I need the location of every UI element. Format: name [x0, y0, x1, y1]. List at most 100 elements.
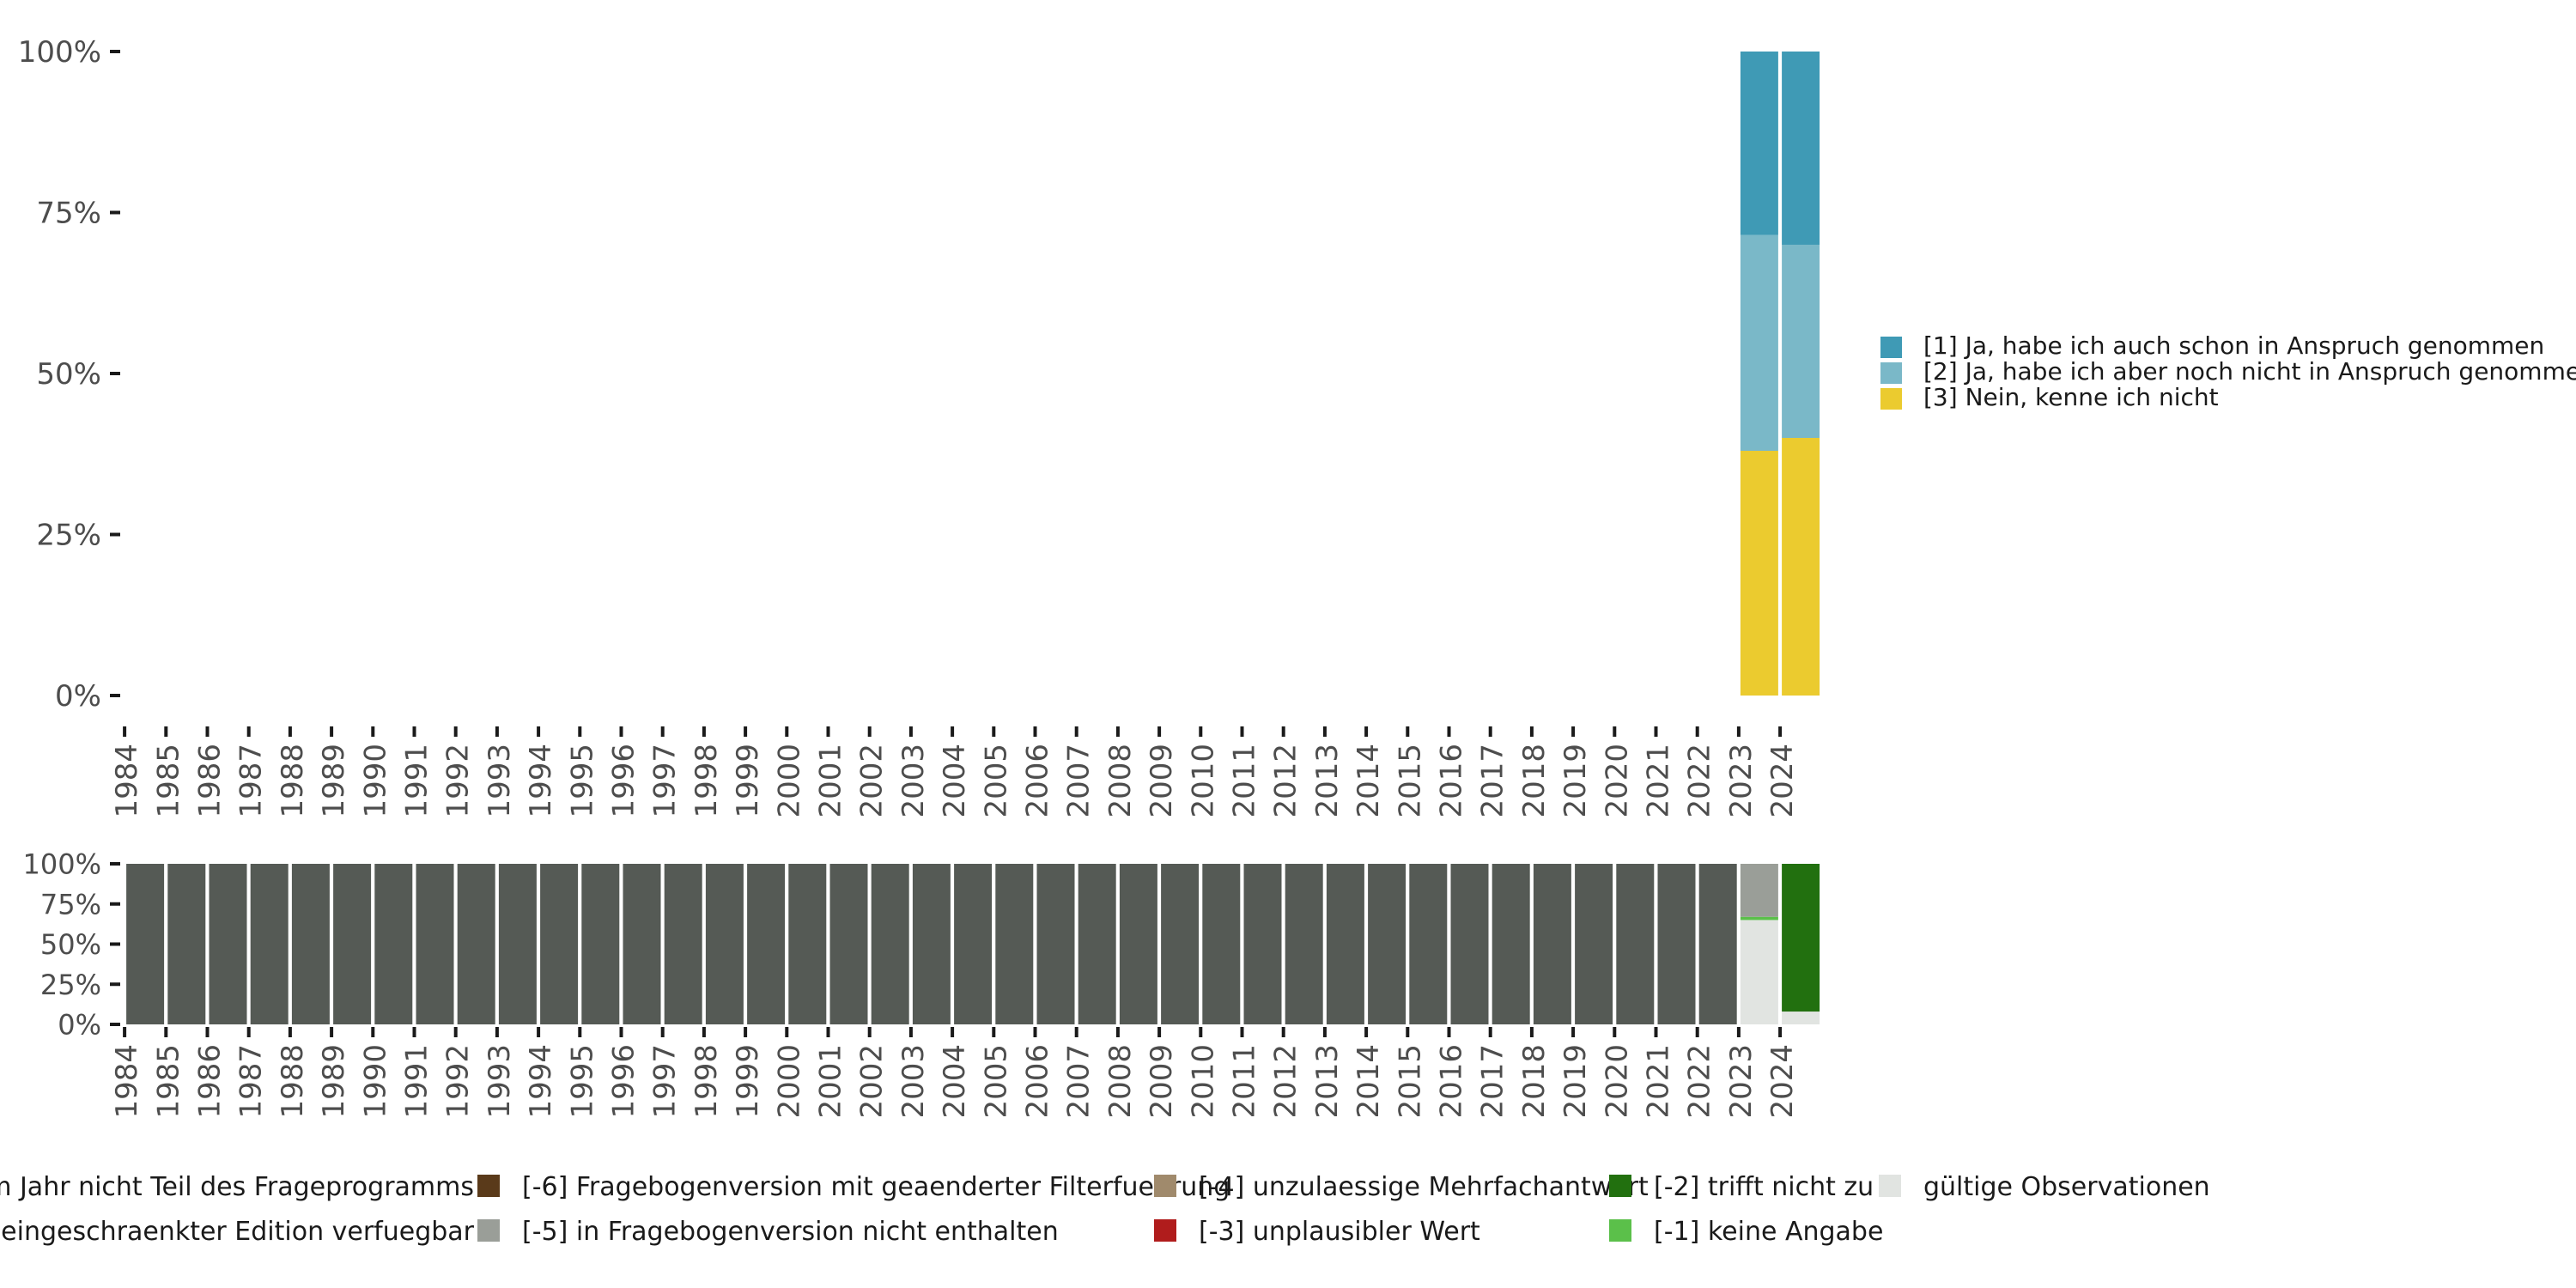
top-x-tick-label: 2022 — [1683, 744, 1717, 818]
top-bar-segment — [1740, 234, 1778, 451]
bottom-x-tick-label: 1994 — [524, 1044, 558, 1119]
bottom-bar-segment — [1161, 864, 1200, 1024]
top-bar-segment — [1740, 451, 1778, 696]
bottom-x-tick-label: 1987 — [234, 1044, 269, 1119]
bottom-bar-segment — [1533, 864, 1571, 1024]
top-x-tick-label: 2017 — [1476, 744, 1510, 818]
bottom-bar-segment — [995, 864, 1034, 1024]
top-x-tick-label: 2000 — [772, 744, 806, 818]
bottom-x-tick-label: 1984 — [110, 1044, 144, 1119]
bottom-x-tick-label: 2024 — [1765, 1044, 1800, 1119]
top-x-tick-label: 1994 — [524, 744, 558, 818]
bottom-x-tick-label: 1995 — [565, 1044, 599, 1119]
top-x-tick-label: 1998 — [690, 744, 724, 818]
bottom-legend-swatch — [1609, 1219, 1631, 1242]
top-x-tick-label: 2019 — [1558, 744, 1593, 818]
top-x-tick-label: 2006 — [1021, 744, 1055, 818]
top-legend: [1] Ja, habe ich auch schon in Anspruch … — [1880, 331, 2576, 411]
bottom-x-tick-label: 2018 — [1517, 1044, 1552, 1119]
top-x-tick-label: 1986 — [193, 744, 228, 818]
bottom-bar-segment — [664, 864, 702, 1024]
top-bar-segment — [1782, 52, 1820, 245]
top-x-tick-label: 2002 — [855, 744, 890, 818]
bottom-legend-swatch — [1154, 1219, 1176, 1242]
bottom-bar-segment — [1326, 864, 1364, 1024]
bottom-legend-swatch — [1154, 1175, 1176, 1197]
bottom-bar-segment — [1243, 864, 1282, 1024]
top-x-tick-label: 2014 — [1352, 744, 1386, 818]
bottom-legend-label: [-2] trifft nicht zu — [1654, 1172, 1874, 1202]
bottom-x-tick-label: 2001 — [814, 1044, 848, 1119]
top-x-tick-label: 2005 — [979, 744, 1013, 818]
bottom-bar-segment — [747, 864, 786, 1024]
top-x-tick-label: 1990 — [358, 744, 392, 818]
bottom-bar-segment — [540, 864, 579, 1024]
top-bar-segment — [1740, 52, 1778, 235]
bottom-bar-segment — [333, 864, 372, 1024]
top-y-tick-label: 100% — [18, 35, 101, 70]
bottom-bar-segment — [250, 864, 289, 1024]
bottom-x-tick-label: 2009 — [1145, 1044, 1179, 1119]
bottom-panel: 0%25%50%75%100%1984 1985 1986 1987 1988 1989 1… — [23, 848, 1820, 1119]
bottom-legend-label: [-6] Fragebogenversion mit geaenderter F… — [522, 1172, 1230, 1202]
bottom-x-tick-label: 2005 — [979, 1044, 1013, 1119]
top-x-tick-label: 1992 — [441, 744, 476, 818]
bottom-bar-segment — [1492, 864, 1530, 1024]
bottom-bar-segment — [1782, 864, 1820, 1012]
bottom-y-tick-label: 75% — [40, 888, 101, 920]
bottom-bar-segment — [1740, 920, 1778, 1024]
bottom-x-tick-label: 2003 — [896, 1044, 931, 1119]
legend-label: [2] Ja, habe ich aber noch nicht in Ansp… — [1923, 357, 2576, 386]
bottom-bar-segment — [1740, 916, 1778, 920]
bottom-x-tick-label: 2016 — [1435, 1044, 1469, 1119]
bottom-x-tick-label: 2012 — [1269, 1044, 1303, 1119]
bottom-x-tick-label: 1989 — [317, 1044, 351, 1119]
bottom-bar-segment — [374, 864, 413, 1024]
top-x-tick-label: 2015 — [1393, 744, 1427, 818]
bottom-x-tick-label: 2010 — [1186, 1044, 1220, 1119]
bottom-x-tick-label: 2002 — [855, 1044, 890, 1119]
top-x-tick-label: 2021 — [1642, 744, 1676, 818]
top-x-tick-label: 2018 — [1517, 744, 1552, 818]
top-x-tick-label: 1993 — [483, 744, 517, 818]
bottom-y-tick-label: 0% — [58, 1009, 101, 1042]
bottom-x-tick-label: 1999 — [731, 1044, 765, 1119]
bottom-x-tick-label: 1998 — [690, 1044, 724, 1119]
bottom-bar-segment — [1202, 864, 1241, 1024]
bottom-bar-segment — [1575, 864, 1613, 1024]
bottom-bar-segment — [1119, 864, 1157, 1024]
top-x-tick-label: 1989 — [317, 744, 351, 818]
bottom-bar-segment — [1078, 864, 1116, 1024]
bottom-x-tick-label: 1991 — [400, 1044, 434, 1119]
bottom-legend-label: ger eingeschraenkter Edition verfuegbar — [0, 1217, 475, 1247]
top-x-tick-label: 2013 — [1310, 744, 1345, 818]
bottom-bar-segment — [167, 864, 206, 1024]
bottom-bar-segment — [871, 864, 909, 1024]
bottom-bar-segment — [1036, 864, 1075, 1024]
bottom-bar-segment — [705, 864, 744, 1024]
legend-label: [1] Ja, habe ich auch schon in Anspruch … — [1923, 331, 2544, 360]
bottom-bar-segment — [126, 864, 165, 1024]
bottom-x-tick-label: 1986 — [193, 1044, 228, 1119]
bottom-x-tick-label: 2014 — [1352, 1044, 1386, 1119]
top-x-tick-label: 1996 — [607, 744, 641, 818]
bottom-legend: esem Jahr nicht Teil des Frageprogramms g… — [0, 1172, 2210, 1247]
legend-label: [3] Nein, kenne ich nicht — [1923, 383, 2219, 411]
legend-swatch — [1880, 362, 1902, 384]
bottom-bar-segment — [1616, 864, 1655, 1024]
bottom-bar-segment — [1657, 864, 1696, 1024]
bottom-bar-segment — [457, 864, 495, 1024]
bottom-bar-segment — [581, 864, 620, 1024]
bottom-x-tick-label: 2021 — [1642, 1044, 1676, 1119]
bottom-bar-segment — [623, 864, 661, 1024]
bottom-legend-label: [-3] unplausibler Wert — [1199, 1217, 1480, 1247]
bottom-legend-swatch — [1609, 1175, 1631, 1197]
bottom-x-tick-label: 2019 — [1558, 1044, 1593, 1119]
top-y-tick-label: 25% — [36, 519, 101, 553]
bottom-legend-label: esem Jahr nicht Teil des Frageprogramms — [0, 1172, 474, 1202]
bottom-legend-swatch — [477, 1175, 500, 1197]
bottom-bar-segment — [1698, 864, 1737, 1024]
top-x-tick-label: 2010 — [1186, 744, 1220, 818]
top-x-tick-label: 2007 — [1062, 744, 1097, 818]
bottom-x-tick-label: 2000 — [772, 1044, 806, 1119]
